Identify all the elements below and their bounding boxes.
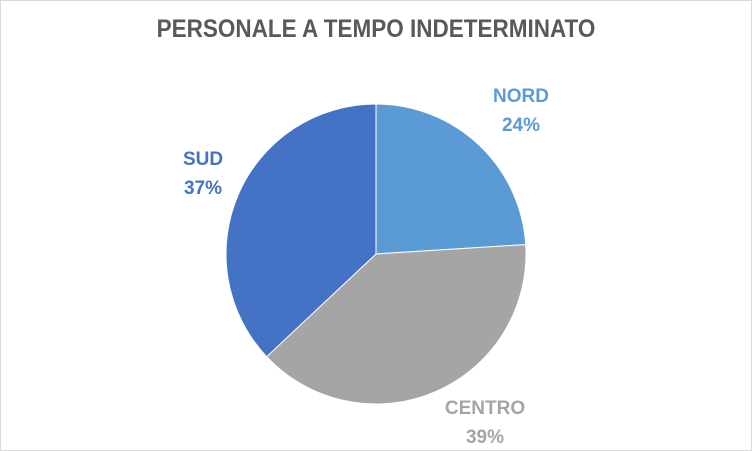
pie-slice-centro bbox=[265, 244, 527, 405]
slice-value-nord: 24% bbox=[502, 115, 540, 136]
slice-label-sud: SUD bbox=[183, 149, 223, 170]
slice-value-sud: 37% bbox=[184, 178, 222, 199]
slice-label-nord: NORD bbox=[493, 86, 549, 107]
pie-slice-nord bbox=[375, 103, 527, 255]
pie-slice-sud bbox=[225, 103, 377, 358]
slice-label-centro: CENTRO bbox=[445, 398, 525, 419]
chart-title: PERSONALE A TEMPO INDETERMINATO bbox=[156, 15, 596, 43]
slice-value-centro: 39% bbox=[466, 427, 504, 448]
